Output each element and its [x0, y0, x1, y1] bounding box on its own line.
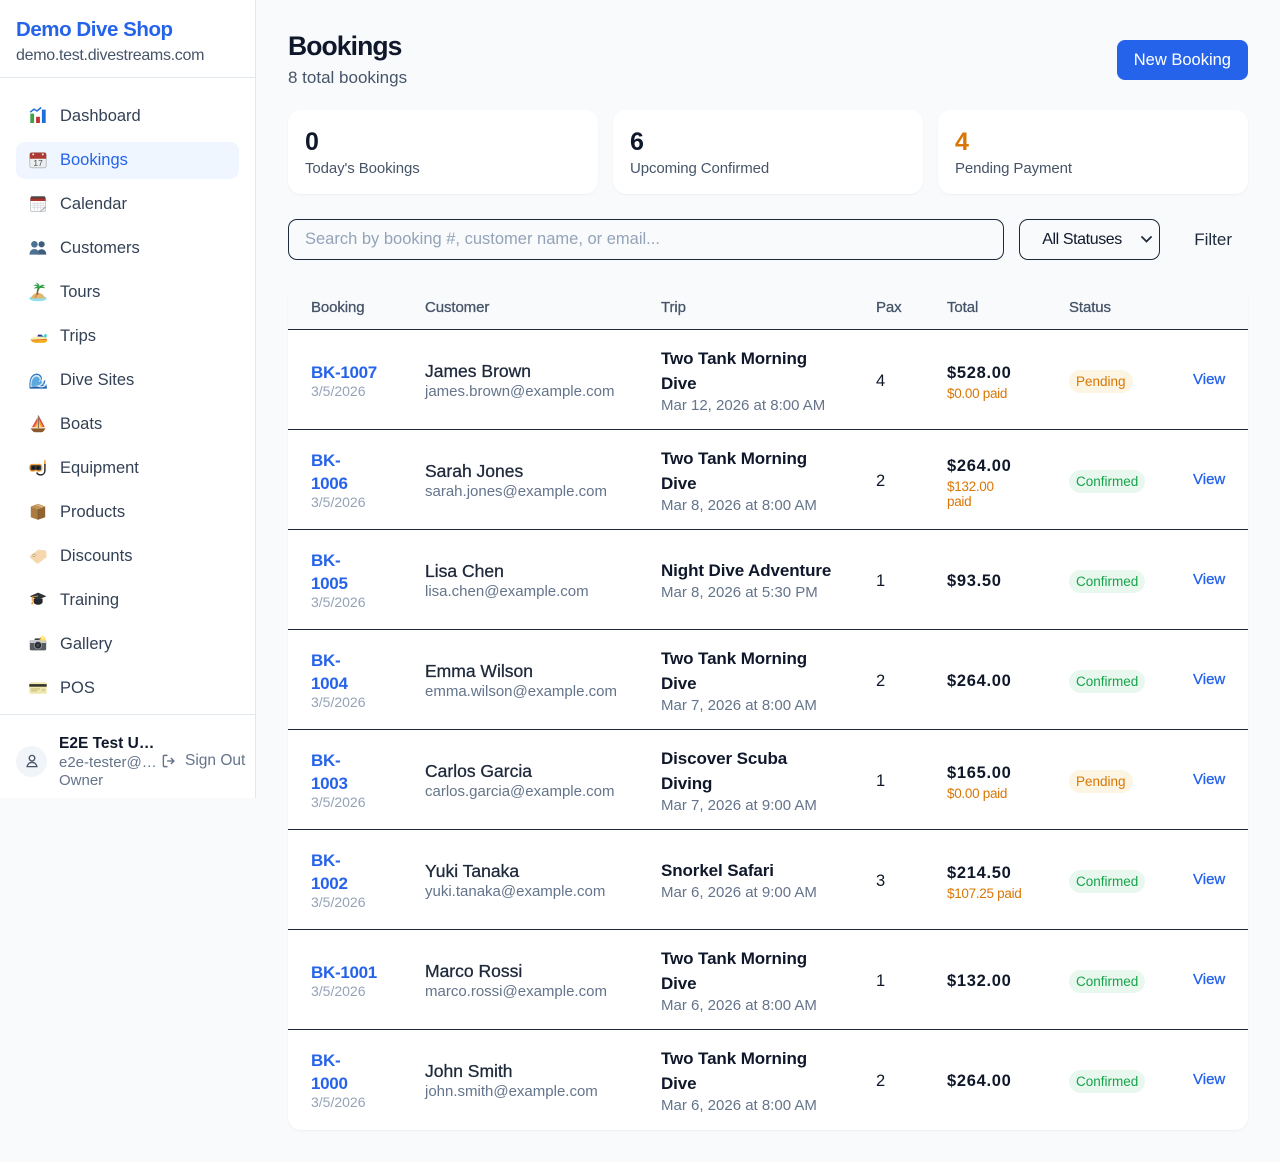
svg-text:17: 17: [33, 158, 43, 168]
